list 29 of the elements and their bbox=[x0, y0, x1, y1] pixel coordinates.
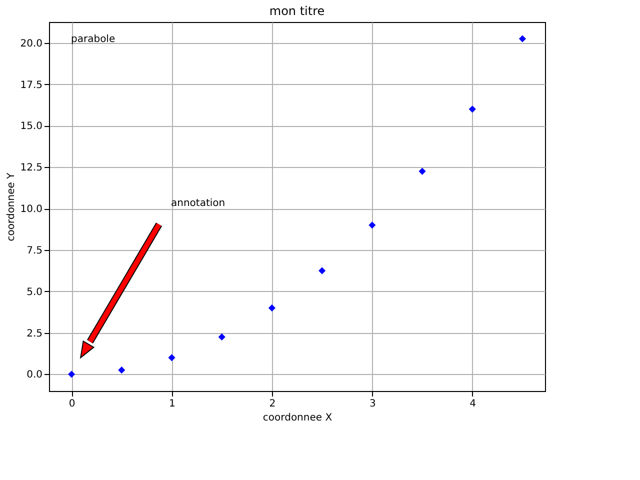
y-tick-label: 7.5 bbox=[26, 245, 42, 256]
annotation: annotation bbox=[171, 198, 226, 209]
chart-title: mon titre bbox=[269, 4, 325, 18]
y-tick-label: 2.5 bbox=[26, 328, 42, 340]
y-axis-title: coordonnee Y bbox=[6, 172, 18, 242]
y-tick-label: 17.5 bbox=[20, 80, 42, 91]
y-tick-label: 10.0 bbox=[20, 204, 42, 216]
point bbox=[468, 106, 476, 113]
x-tick-label: 3 bbox=[369, 398, 376, 410]
x-tick-label: 1 bbox=[169, 398, 176, 410]
point bbox=[168, 354, 176, 362]
y-tick-label: 15.0 bbox=[20, 121, 42, 132]
x-tick-label: 4 bbox=[470, 398, 476, 410]
y-tick-label: 12.5 bbox=[20, 162, 42, 174]
point bbox=[268, 304, 276, 312]
y-tick-label: 0.0 bbox=[26, 370, 42, 381]
point bbox=[418, 168, 426, 175]
x-tick-label: 0 bbox=[68, 398, 76, 410]
y-tick-label: 20.0 bbox=[20, 38, 42, 50]
point bbox=[518, 35, 526, 42]
point bbox=[68, 370, 76, 378]
point bbox=[318, 267, 326, 274]
x-tick-label: 2 bbox=[269, 398, 276, 410]
x-axis-title: coordonnee X bbox=[262, 412, 332, 424]
annotation: parabole bbox=[71, 34, 116, 45]
point bbox=[368, 222, 376, 229]
point bbox=[218, 333, 226, 340]
y-tick-label: 5.0 bbox=[26, 286, 42, 298]
point bbox=[118, 366, 126, 374]
